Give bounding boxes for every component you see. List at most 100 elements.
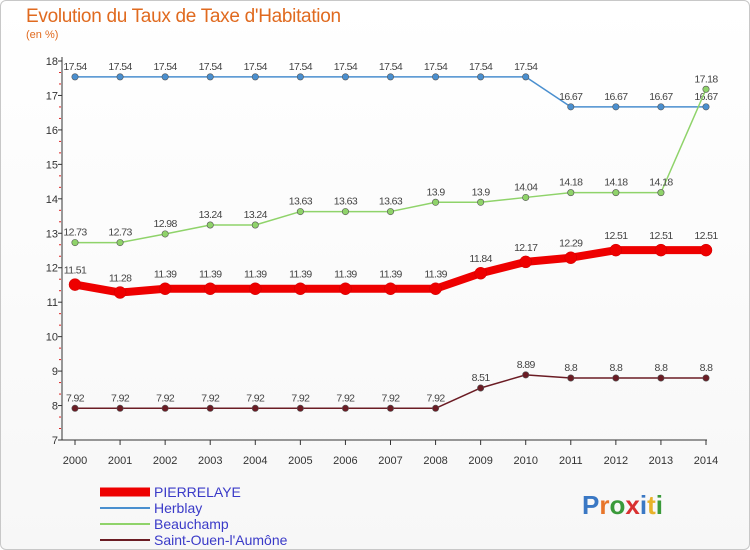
data-point: [251, 404, 259, 412]
data-point: [654, 243, 668, 257]
data-point: [474, 266, 487, 280]
data-point: [249, 282, 262, 295]
data-label: 8.8: [655, 362, 669, 374]
data-label: 12.98: [154, 218, 178, 230]
data-label: 7.92: [381, 392, 400, 404]
data-label: 11.39: [334, 269, 357, 281]
data-point: [657, 374, 665, 382]
data-label: 11.39: [379, 269, 402, 281]
data-point: [296, 73, 304, 81]
x-tick-label: 2012: [604, 455, 628, 467]
data-label: 17.54: [199, 61, 223, 73]
data-label: 13.63: [289, 196, 313, 208]
data-label: 17.54: [379, 61, 403, 73]
x-tick-label: 2005: [288, 455, 312, 467]
x-tick-label: 2007: [378, 455, 402, 467]
data-point: [113, 286, 127, 299]
data-point: [612, 189, 620, 197]
data-label: 12.73: [108, 227, 132, 239]
data-point: [477, 384, 485, 392]
data-point: [203, 282, 217, 295]
proxiti-logo: Proxiti: [582, 490, 663, 520]
data-point: [657, 103, 665, 111]
x-tick-label: 2003: [198, 455, 222, 467]
data-point: [161, 230, 169, 238]
data-point: [116, 73, 124, 81]
data-point: [384, 282, 397, 295]
data-label: 13.9: [427, 186, 446, 198]
data-label: 16.67: [604, 91, 628, 103]
data-point: [432, 404, 440, 412]
data-point: [339, 282, 352, 295]
data-label: 12.29: [559, 238, 583, 250]
x-tick-label: 2008: [423, 455, 447, 467]
data-label: 14.18: [559, 177, 583, 189]
data-point: [432, 198, 440, 206]
y-tick-label: 15: [46, 159, 58, 171]
data-label: 7.92: [246, 392, 265, 404]
data-label: 11.39: [199, 269, 222, 281]
chart-title: Evolution du Taux de Taxe d'Habitation: [26, 6, 341, 27]
data-point: [386, 404, 394, 412]
data-label: 8.8: [609, 362, 623, 374]
data-label: 13.63: [334, 196, 358, 208]
data-label: 11.39: [244, 269, 267, 281]
data-point: [296, 208, 304, 216]
chart-subtitle: (en %): [26, 29, 59, 41]
x-tick-label: 2009: [468, 455, 492, 467]
legend-label: Herblay: [154, 500, 202, 516]
x-tick-label: 2006: [333, 455, 357, 467]
y-tick-label: 7: [52, 435, 58, 447]
x-tick-label: 2011: [559, 455, 583, 467]
data-point: [702, 374, 710, 382]
x-tick-label: 2000: [63, 455, 87, 467]
data-point: [294, 282, 307, 295]
data-point: [206, 73, 214, 81]
data-label: 7.92: [156, 392, 175, 404]
data-point: [657, 189, 665, 197]
x-tick-label: 2010: [513, 455, 537, 467]
data-label: 17.54: [108, 61, 132, 73]
data-label: 17.54: [334, 61, 358, 73]
data-label: 13.24: [199, 209, 223, 221]
data-point: [567, 374, 575, 382]
data-label: 17.54: [63, 61, 87, 73]
y-tick-label: 9: [52, 366, 58, 378]
data-point: [68, 278, 82, 291]
data-point: [341, 208, 349, 216]
data-label: 7.92: [201, 392, 220, 404]
data-label: 17.54: [469, 61, 493, 73]
data-point: [567, 103, 575, 111]
data-point: [477, 198, 485, 206]
data-label: 13.24: [244, 209, 268, 221]
data-point: [567, 189, 575, 197]
x-tick-label: 2001: [108, 455, 132, 467]
data-point: [71, 239, 79, 247]
data-label: 14.04: [514, 181, 538, 193]
data-label: 16.67: [559, 91, 583, 103]
data-point: [609, 243, 623, 257]
data-label: 17.54: [154, 61, 178, 73]
data-point: [71, 73, 79, 81]
data-label: 14.18: [649, 177, 673, 189]
data-label: 17.54: [424, 61, 448, 73]
legend-label: Saint-Ouen-l'Aumône: [154, 532, 288, 548]
y-tick-label: 12: [46, 263, 58, 275]
data-label: 8.8: [564, 362, 578, 374]
data-label: 16.67: [649, 91, 673, 103]
y-tick-label: 18: [46, 56, 58, 68]
data-point: [251, 221, 259, 229]
data-label: 11.39: [154, 269, 177, 281]
data-point: [522, 193, 530, 201]
y-tick-label: 8: [52, 401, 58, 413]
data-point: [429, 282, 442, 295]
data-point: [522, 73, 530, 81]
data-label: 7.92: [111, 392, 130, 404]
data-point: [699, 243, 713, 257]
data-point: [341, 404, 349, 412]
data-label: 12.51: [604, 230, 628, 242]
data-point: [116, 404, 124, 412]
x-tick-label: 2013: [649, 455, 673, 467]
